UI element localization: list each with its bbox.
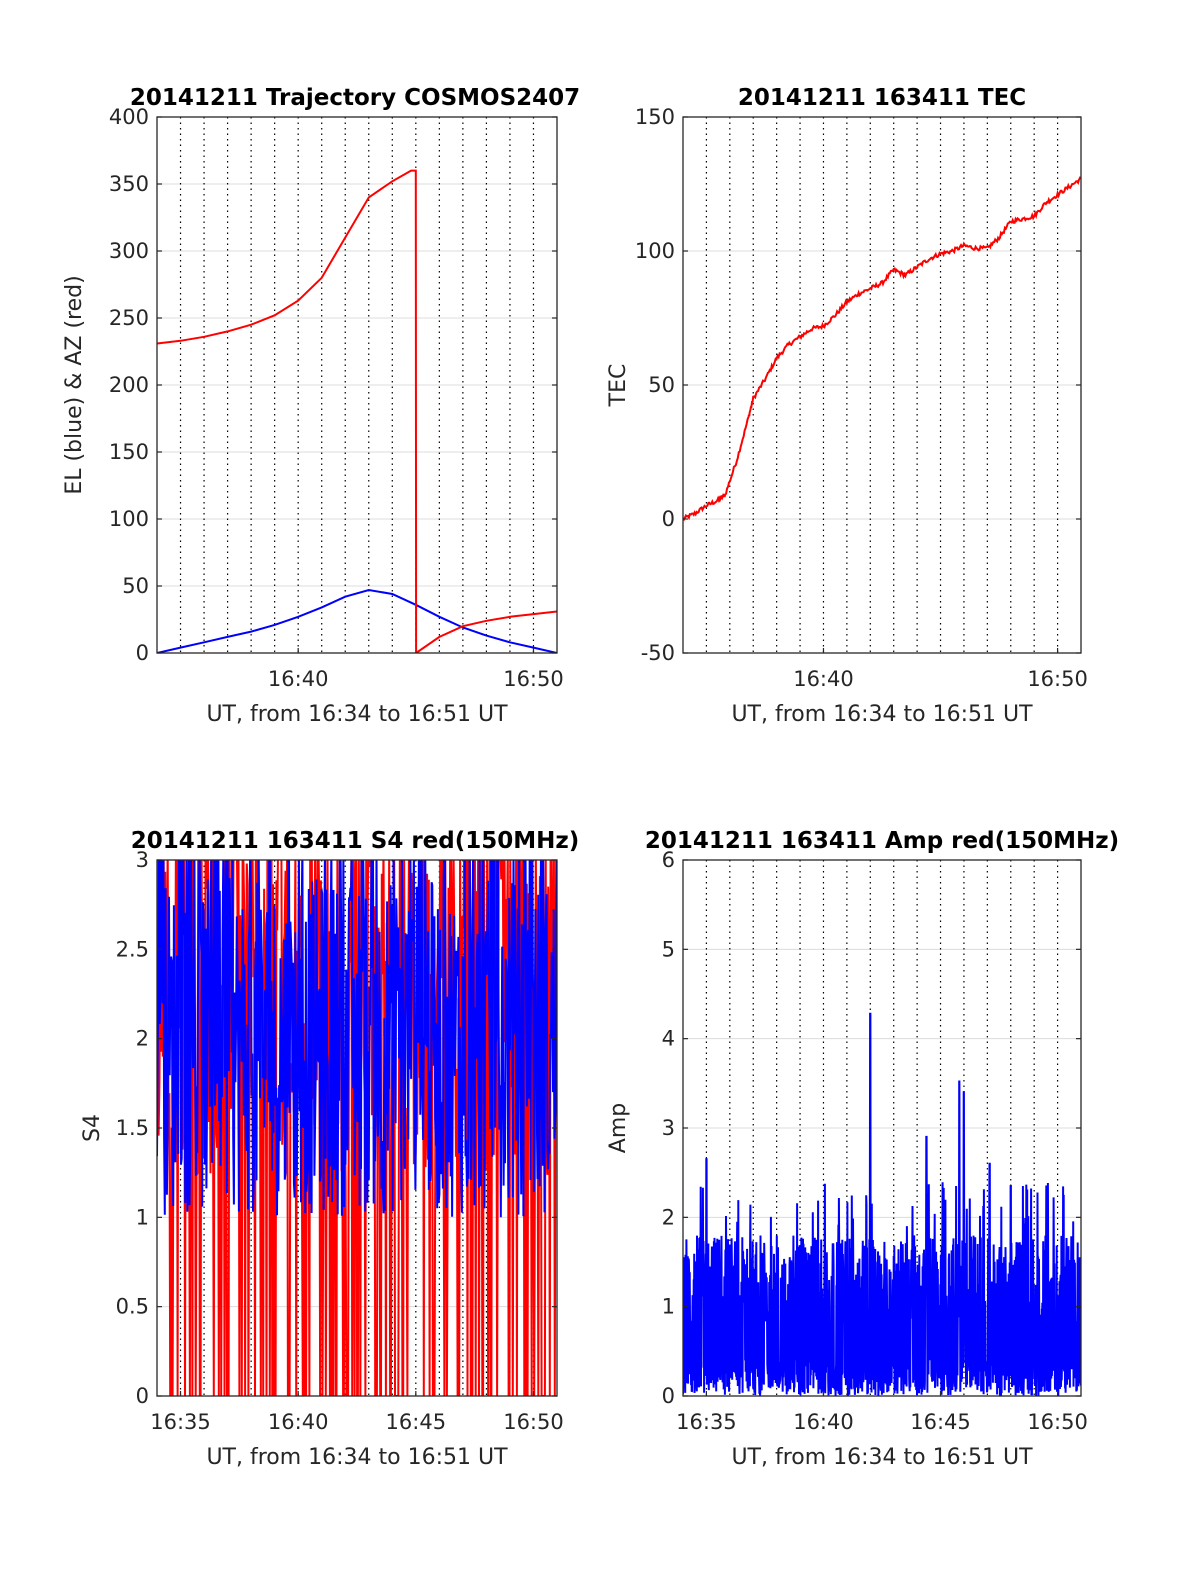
- x-tick-label: 16:50: [1027, 667, 1088, 691]
- plot-area: [157, 169, 557, 653]
- y-tick-label: 0: [662, 507, 675, 531]
- y-tick-label: 4: [662, 1027, 675, 1051]
- tec-line: [683, 176, 1081, 522]
- x-tick-label: 16:40: [793, 667, 854, 691]
- s4-panel: 0 0.5 1 1.5 2 2.5 3 16:35 16:40 16:45 16:50 2014121…: [80, 828, 579, 1470]
- x-tick-label: 16:40: [268, 667, 329, 691]
- y-tick-label: 3: [662, 1116, 675, 1140]
- y-tick-label: 1: [136, 1205, 149, 1229]
- chart-title: 20141211 Trajectory COSMOS2407: [130, 85, 580, 111]
- y-tick-label: 0: [136, 641, 149, 665]
- y-tick-label: 200: [109, 373, 149, 397]
- y-tick-label: 3: [136, 848, 149, 872]
- plot-area: [683, 1012, 1081, 1396]
- y-tick-label: 2: [136, 1027, 149, 1051]
- y-tick-label: 350: [109, 172, 149, 196]
- azimuth-line: [157, 169, 557, 653]
- x-tick-label: 16:50: [1027, 1410, 1088, 1434]
- y-tick-label: 0: [136, 1384, 149, 1408]
- x-tick-label: 16:45: [910, 1410, 971, 1434]
- y-tick-label: -50: [641, 641, 675, 665]
- x-tick-label: 16:40: [268, 1410, 329, 1434]
- y-tick-label: 1: [662, 1295, 675, 1319]
- amp-line: [683, 1012, 1081, 1396]
- y-tick-label: 2: [662, 1205, 675, 1229]
- trajectory-panel: 0 50 100 150 200 250 300 350 400 16:40 16:50 201412…: [62, 85, 580, 727]
- tec-panel: -50 0 50 100 150 16:40 16:50 20141211 163411 TE…: [606, 85, 1088, 727]
- y-tick-label: 1.5: [116, 1116, 149, 1140]
- y-tick-label: 100: [635, 239, 675, 263]
- x-tick-label: 16:40: [793, 1410, 854, 1434]
- x-tick-label: 16:35: [676, 1410, 737, 1434]
- y-axis-label: S4: [80, 1114, 105, 1142]
- x-tick-label: 16:45: [386, 1410, 447, 1434]
- amp-panel: 0 1 2 3 4 5 6 16:35 16:40 16:45 16:50 20141211 1634…: [606, 828, 1119, 1470]
- y-axis-label: EL (blue) & AZ (red): [62, 275, 87, 494]
- chart-title: 20141211 163411 Amp red(150MHz): [645, 828, 1119, 854]
- elevation-line: [157, 588, 557, 653]
- y-tick-label: 6: [662, 848, 675, 872]
- y-tick-label: 150: [635, 105, 675, 129]
- x-tick-label: 16:50: [503, 1410, 564, 1434]
- y-tick-label: 50: [648, 373, 675, 397]
- y-tick-label: 0.5: [116, 1295, 149, 1319]
- plot-area: [157, 860, 557, 1396]
- y-tick-label: 100: [109, 507, 149, 531]
- x-tick-label: 16:35: [150, 1410, 211, 1434]
- y-tick-label: 50: [122, 574, 149, 598]
- y-axis-label: Amp: [606, 1103, 631, 1153]
- x-axis-label: UT, from 16:34 to 16:51 UT: [731, 1445, 1033, 1470]
- plot-area: [683, 176, 1081, 522]
- chart-title: 20141211 163411 TEC: [738, 85, 1026, 111]
- y-tick-label: 300: [109, 239, 149, 263]
- y-tick-label: 5: [662, 937, 675, 961]
- y-tick-label: 400: [109, 105, 149, 129]
- y-tick-label: 250: [109, 306, 149, 330]
- chart-title: 20141211 163411 S4 red(150MHz): [131, 828, 580, 854]
- x-axis-label: UT, from 16:34 to 16:51 UT: [206, 1445, 508, 1470]
- y-tick-label: 2.5: [116, 937, 149, 961]
- x-axis-label: UT, from 16:34 to 16:51 UT: [731, 702, 1033, 727]
- y-axis-label: TEC: [606, 364, 631, 408]
- x-tick-label: 16:50: [503, 667, 564, 691]
- y-tick-label: 150: [109, 440, 149, 464]
- y-tick-label: 0: [662, 1384, 675, 1408]
- x-axis-label: UT, from 16:34 to 16:51 UT: [206, 702, 508, 727]
